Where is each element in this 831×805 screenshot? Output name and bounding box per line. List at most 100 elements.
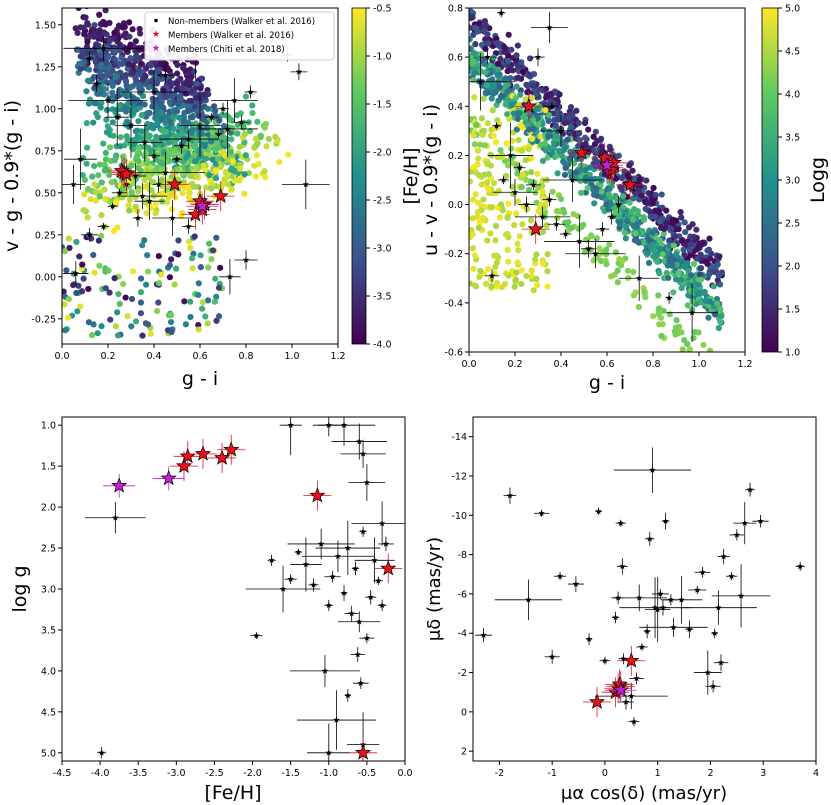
model-point — [657, 314, 664, 321]
panel-bottom-left-xlabel: [Fe/H] — [204, 782, 261, 804]
model-point — [222, 140, 229, 147]
model-point — [470, 132, 477, 139]
model-point — [241, 139, 248, 146]
nonmember-star — [325, 749, 333, 756]
x-tick-label: 3 — [760, 768, 766, 779]
model-point — [716, 253, 723, 260]
nonmember-star — [112, 514, 119, 521]
model-point — [656, 305, 663, 312]
model-point — [168, 256, 175, 263]
colorbar-tick-label: -4.0 — [373, 340, 392, 351]
model-point — [226, 116, 234, 123]
nonmember-star — [711, 629, 718, 636]
model-point — [666, 242, 673, 249]
panel-bottom-right-xlabel: μα cos(δ) (mas/yr) — [561, 783, 727, 804]
model-point — [657, 245, 664, 253]
model-point — [114, 309, 121, 316]
model-point — [670, 289, 677, 296]
model-point — [626, 199, 633, 206]
model-point — [135, 188, 142, 195]
nonmember-star — [717, 659, 725, 666]
nonmember-star — [678, 596, 685, 603]
model-point — [474, 161, 481, 168]
model-point — [228, 185, 235, 193]
model-point — [622, 222, 629, 230]
model-point — [103, 116, 110, 123]
model-point — [564, 136, 571, 143]
y-tick-label: 1.0 — [41, 421, 56, 432]
nonmember-star — [635, 274, 643, 282]
model-point — [534, 114, 541, 121]
panel-top-left-y-ticks: -0.25 0.00 0.25 0.50 0.75 1.00 1.25 1.50 — [31, 20, 62, 325]
model-point — [484, 31, 491, 38]
model-point — [493, 283, 501, 290]
nonmember-star — [127, 122, 135, 129]
model-point — [111, 46, 118, 54]
model-point — [556, 208, 563, 215]
model-point — [494, 79, 501, 86]
model-point — [706, 271, 713, 278]
model-point — [109, 89, 116, 96]
colorbar-tick-label: 2.0 — [785, 262, 800, 273]
model-point — [105, 267, 112, 274]
model-point — [171, 281, 178, 288]
model-point — [185, 238, 193, 245]
nonmember-star — [150, 88, 158, 95]
model-point — [593, 235, 600, 242]
model-point — [103, 44, 111, 51]
model-point — [567, 127, 574, 134]
nonmember-star — [585, 245, 592, 252]
nonmember-star — [185, 135, 192, 142]
model-point — [80, 275, 87, 282]
model-point — [504, 246, 511, 254]
x-tick-label: 0.0 — [54, 351, 69, 362]
model-point — [469, 280, 473, 287]
model-point — [109, 119, 116, 126]
model-point — [237, 165, 244, 172]
panel-top-right-marks — [469, 8, 718, 342]
y-tick-label: 0.75 — [35, 146, 56, 157]
chiti-member-star — [612, 681, 629, 698]
model-point — [681, 219, 688, 226]
model-point — [75, 282, 82, 289]
model-point — [78, 288, 86, 295]
y-tick-label: 0.00 — [35, 272, 56, 283]
model-point — [678, 237, 685, 244]
nonmember-star — [344, 544, 352, 551]
model-point — [503, 172, 510, 180]
model-point — [85, 319, 92, 326]
model-point — [471, 58, 478, 66]
nonmember-star — [340, 421, 348, 428]
model-point — [575, 142, 582, 150]
x-tick-label: 0.6 — [599, 359, 614, 370]
y-tick-label: 0.25 — [35, 230, 56, 241]
model-point — [687, 241, 694, 248]
model-point — [636, 176, 643, 183]
model-point — [688, 272, 695, 279]
model-point — [103, 166, 110, 173]
model-point — [206, 172, 213, 179]
panel-top-left-xlabel: g - i — [182, 368, 218, 390]
nonmember-star — [654, 606, 661, 613]
model-point — [276, 158, 283, 166]
model-point — [519, 68, 527, 76]
y-tick-label: 3.5 — [41, 625, 56, 636]
model-point — [629, 167, 636, 174]
model-point — [684, 302, 691, 309]
model-point — [188, 113, 196, 120]
nonmember-star — [268, 556, 275, 564]
walker-member-star — [588, 693, 606, 709]
model-point — [158, 165, 165, 173]
model-point — [712, 311, 719, 318]
model-point — [533, 251, 540, 258]
model-point — [135, 144, 142, 152]
model-point — [97, 68, 104, 76]
model-point — [101, 91, 108, 98]
model-point — [128, 162, 135, 169]
panel-top-left: 0.0 0.2 0.4 0.6 0.8 1.0 1.2 -0.25 0.00 0.25 0.50 0… — [1, 4, 422, 391]
model-point — [224, 174, 231, 181]
colorbar-tick-label: 5.0 — [785, 4, 800, 15]
y-tick-label: 2.0 — [41, 503, 56, 514]
model-point — [514, 115, 521, 123]
model-point — [111, 29, 118, 36]
